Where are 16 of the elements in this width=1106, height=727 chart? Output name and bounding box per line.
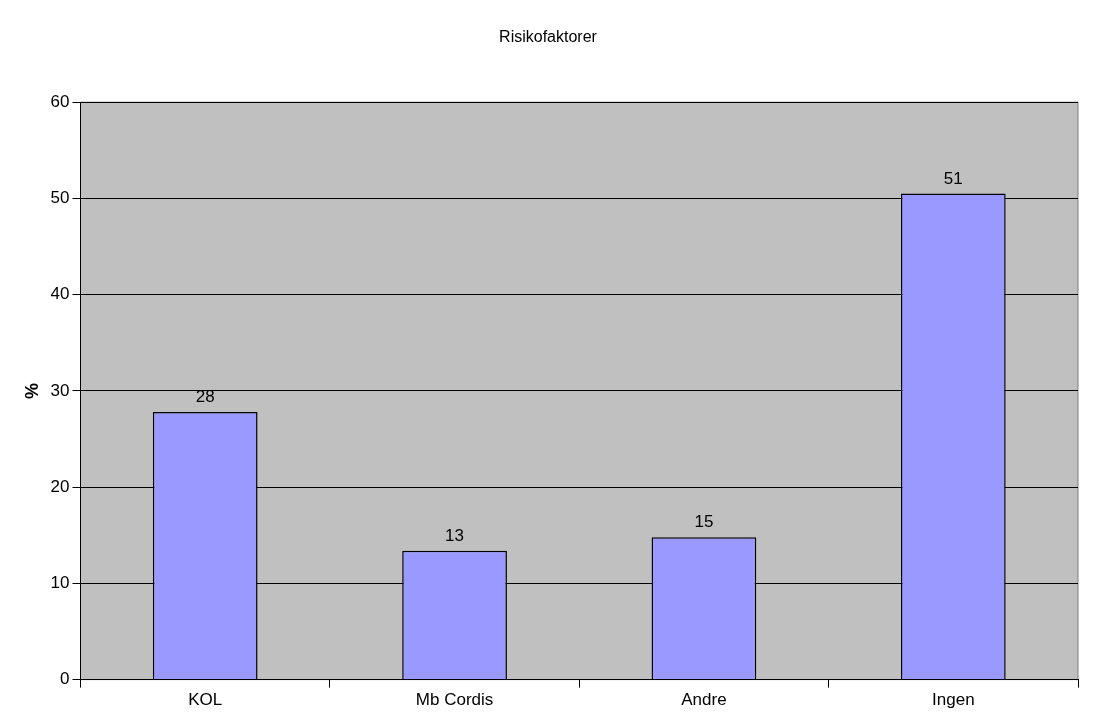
chart-title: Risikofaktorer (499, 28, 598, 46)
y-tick-label: 60 (50, 91, 70, 111)
y-tick-label: 40 (50, 284, 70, 304)
x-tick-label: Ingen (932, 690, 975, 710)
y-axis-title: % (21, 382, 42, 399)
y-tick-label: 20 (50, 476, 70, 496)
y-tick-label: 30 (50, 380, 70, 400)
data-label: 13 (445, 525, 465, 545)
data-label: 15 (694, 512, 714, 532)
x-tick-label: Mb Cordis (415, 690, 494, 710)
y-tick-label: 0 (60, 669, 70, 689)
x-tick-label: KOL (188, 690, 223, 710)
y-tick-label: 10 (50, 573, 70, 593)
x-tick-label: Andre (681, 690, 727, 710)
data-label: 51 (943, 168, 963, 188)
y-tick-label: 50 (50, 188, 70, 208)
